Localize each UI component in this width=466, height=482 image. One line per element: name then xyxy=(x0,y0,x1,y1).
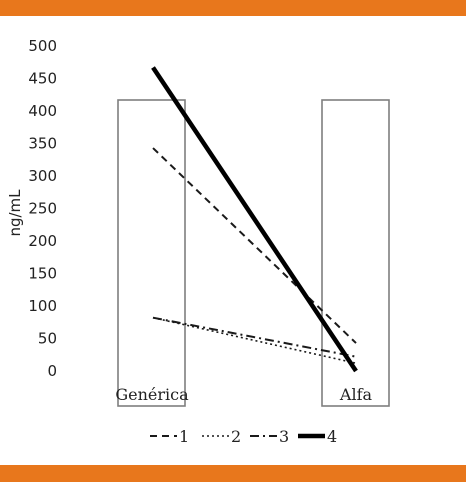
legend-label-1: 1 xyxy=(179,427,189,446)
legend-label-3: 3 xyxy=(279,427,289,446)
top-orange-band xyxy=(0,0,466,16)
series-line-3 xyxy=(152,316,357,358)
series-line-1 xyxy=(152,147,357,344)
legend-label-2: 2 xyxy=(231,427,241,446)
y-tick-label: 200 xyxy=(28,232,57,250)
y-tick-label: 400 xyxy=(28,102,57,120)
y-tick-label: 300 xyxy=(28,167,57,185)
y-tick-label: 50 xyxy=(38,330,57,348)
y-tick-label: 150 xyxy=(28,265,57,283)
y-tick-label: 250 xyxy=(28,200,57,218)
y-tick-label: 100 xyxy=(28,297,57,315)
category-box-1 xyxy=(117,99,186,407)
y-tick-label: 0 xyxy=(47,362,57,380)
category-box-2 xyxy=(321,99,390,407)
bottom-orange-band xyxy=(0,465,466,482)
y-tick-label: 450 xyxy=(28,70,57,88)
y-tick-label: 350 xyxy=(28,135,57,153)
legend-label-4: 4 xyxy=(327,427,337,446)
y-axis-label: ng/mL xyxy=(6,189,24,237)
category-label-2: Alfa xyxy=(339,385,373,404)
y-tick-label: 500 xyxy=(28,37,57,55)
series-line-4 xyxy=(151,66,358,373)
category-label-1: Genérica xyxy=(115,385,189,404)
